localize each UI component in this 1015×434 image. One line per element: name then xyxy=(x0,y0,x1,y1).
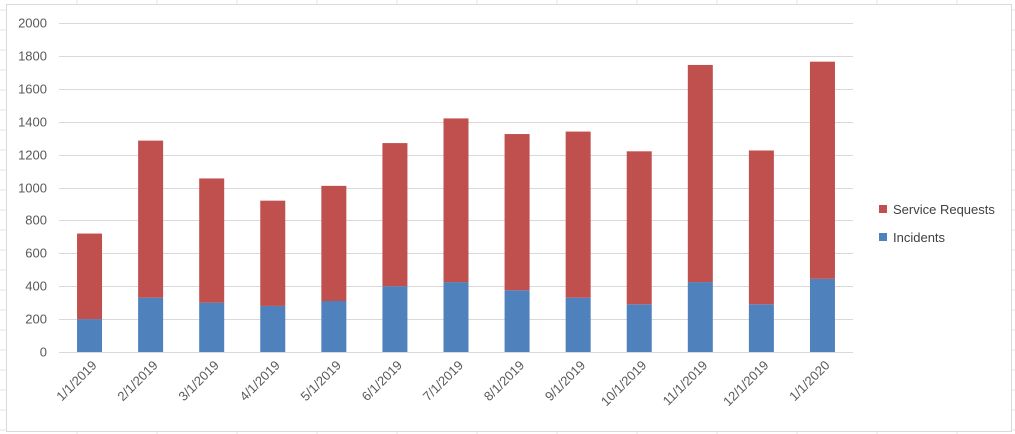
bar-service-requests xyxy=(687,64,713,283)
bar-incidents xyxy=(443,282,469,352)
bar-incidents xyxy=(321,301,347,352)
bar-incidents xyxy=(382,286,408,352)
bar-service-requests xyxy=(626,151,652,305)
x-tick-label: 11/1/2019 xyxy=(660,358,711,409)
y-tick-label: 1200 xyxy=(18,148,47,163)
x-tick-label: 2/1/2019 xyxy=(114,358,160,404)
bar-service-requests xyxy=(748,150,774,305)
x-tick-label: 10/1/2019 xyxy=(598,358,650,410)
legend-swatch-incidents xyxy=(879,233,887,241)
legend-swatch-service-requests xyxy=(879,205,887,213)
y-tick-label: 800 xyxy=(25,213,47,228)
bar-service-requests xyxy=(504,134,530,291)
x-tick-label: 9/1/2019 xyxy=(542,358,588,404)
legend: Service Requests Incidents xyxy=(879,195,1009,251)
legend-item-service-requests: Service Requests xyxy=(879,195,1009,223)
y-tick-label: 1400 xyxy=(18,115,47,130)
y-tick-label: 1600 xyxy=(18,82,47,97)
x-tick-label: 8/1/2019 xyxy=(481,358,527,404)
chart-area[interactable]: 0 200 400 600 800 1000 1200 1400 1600 1800 2000 1/1… xyxy=(6,4,1012,432)
y-tick-label: 0 xyxy=(40,345,47,360)
x-tick-label: 4/1/2019 xyxy=(236,358,282,404)
y-tick-label: 2000 xyxy=(18,16,47,31)
bar-incidents xyxy=(809,278,835,352)
x-tick-label: 5/1/2019 xyxy=(298,358,344,404)
x-tick-label: 6/1/2019 xyxy=(359,358,405,404)
bar-service-requests xyxy=(809,61,835,279)
x-tick-label: 1/1/2019 xyxy=(53,358,99,404)
x-tick-label: 1/1/2020 xyxy=(786,358,832,404)
bar-service-requests xyxy=(199,178,225,303)
legend-label-incidents: Incidents xyxy=(893,229,946,245)
bar-incidents xyxy=(504,290,530,352)
x-tick-label: 12/1/2019 xyxy=(720,358,772,410)
bar-incidents xyxy=(565,297,591,352)
y-tick-label: 1800 xyxy=(18,49,47,64)
bar-service-requests xyxy=(565,131,591,298)
bar-incidents xyxy=(138,297,164,352)
x-tick-label: 7/1/2019 xyxy=(420,358,466,404)
bar-service-requests xyxy=(321,185,347,302)
bar-service-requests xyxy=(382,143,408,287)
bar-incidents xyxy=(260,305,286,352)
legend-label-service-requests: Service Requests xyxy=(893,201,995,217)
legend-item-incidents: Incidents xyxy=(879,223,1009,251)
y-tick-label: 1000 xyxy=(18,181,47,196)
bar-incidents xyxy=(77,319,103,352)
bar-service-requests xyxy=(443,118,469,283)
bar-incidents xyxy=(199,302,225,352)
bar-incidents xyxy=(748,304,774,352)
bar-service-requests xyxy=(77,233,103,320)
x-tick-label: 3/1/2019 xyxy=(175,358,221,404)
bar-service-requests xyxy=(138,140,164,298)
y-tick-label: 400 xyxy=(25,279,47,294)
bar-service-requests xyxy=(260,200,286,306)
bar-incidents xyxy=(687,282,713,352)
bar-incidents xyxy=(626,304,652,352)
y-tick-label: 200 xyxy=(25,312,47,327)
stacked-bar-chart: 0 200 400 600 800 1000 1200 1400 1600 1800 2000 1/1… xyxy=(18,16,853,410)
y-tick-label: 600 xyxy=(25,246,47,261)
